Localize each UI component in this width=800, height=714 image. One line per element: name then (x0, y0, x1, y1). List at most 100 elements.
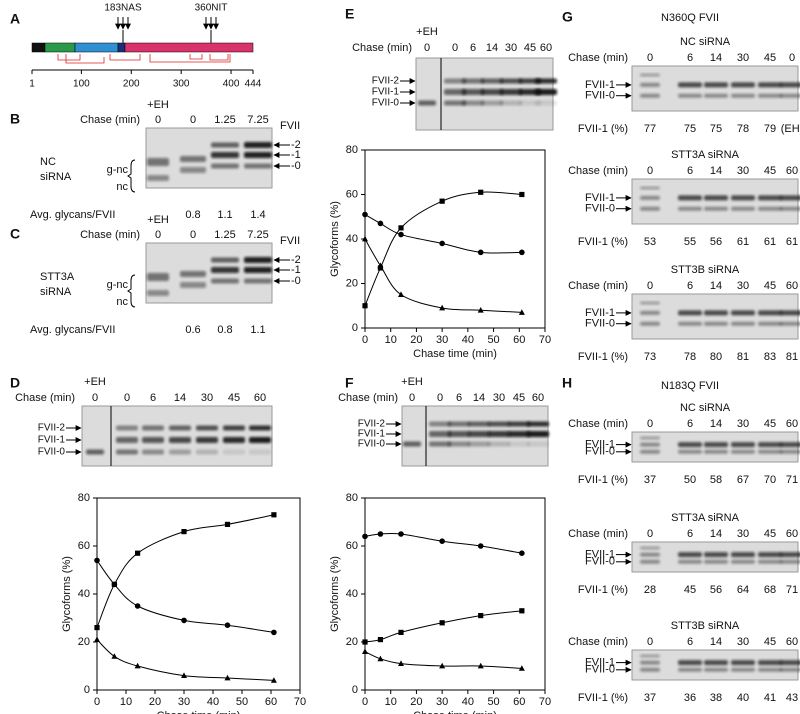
percent-label: FVII-1 (%) (578, 474, 628, 486)
lane-label: 14 (473, 392, 485, 404)
marker-triangle (134, 662, 141, 669)
lane-label: 60 (786, 528, 798, 540)
gel-band (758, 660, 782, 666)
lane-label: 45 (513, 392, 525, 404)
y-axis-title: Glycoforms (%) (61, 556, 73, 632)
form-label: nc (116, 181, 128, 193)
gel-band (640, 301, 660, 305)
marker-triangle (224, 674, 231, 681)
gel-band (640, 449, 660, 454)
gel-band (535, 89, 557, 95)
band-label: -0 (291, 160, 301, 172)
gel-band (500, 100, 522, 106)
gel-band (481, 89, 503, 95)
lane-label: 30 (493, 392, 505, 404)
panel-title: N360Q FVII (661, 12, 719, 24)
condition-label: STT3A (40, 271, 75, 283)
x-axis-title: Chase time (min) (413, 710, 497, 714)
domain (31, 42, 46, 53)
lane-label: 14 (710, 280, 722, 292)
gel-band (678, 206, 702, 211)
lane-label: 14 (710, 418, 722, 430)
gel-band (508, 431, 530, 437)
x-tick-label: 0 (362, 696, 368, 708)
marker-triangle (398, 291, 404, 298)
fit-curve (364, 651, 522, 669)
domain (117, 42, 126, 53)
gel-band (429, 441, 451, 447)
percent-value: 45 (684, 584, 696, 596)
gel-band (780, 667, 800, 672)
lane-label: 30 (737, 52, 749, 64)
gel-band (147, 290, 169, 296)
gel-band (462, 89, 484, 95)
blot-title: STT3B siRNA (671, 620, 740, 632)
lane-label: 45 (764, 280, 776, 292)
chase-label: Chase (min) (80, 229, 140, 241)
gel-band (731, 442, 755, 448)
gel-band (704, 82, 728, 88)
percent-value: 50 (684, 474, 696, 486)
gel-band (640, 321, 660, 326)
marker-triangle (362, 648, 368, 654)
y-tick-label: 20 (346, 636, 358, 648)
x-tick-label: 70 (539, 696, 551, 708)
lane-label: 45 (764, 165, 776, 177)
marker-square (135, 550, 141, 556)
x-tick-label: 40 (207, 696, 219, 708)
condition-label: NC (40, 156, 56, 168)
marker-circle (477, 249, 484, 256)
gel-band (640, 73, 660, 77)
blot-title: NC siRNA (680, 402, 731, 414)
band-label: FVII-0 (585, 318, 615, 330)
lane-label: 6 (150, 392, 156, 404)
marker-triangle (111, 653, 118, 659)
marker-triangle (398, 660, 404, 666)
gel-band (488, 441, 510, 447)
gel-band (462, 100, 484, 106)
gel-band (780, 82, 800, 88)
lane-label: 0 (155, 114, 161, 126)
ruler-tick-label: 400 (223, 79, 240, 90)
gel-band (468, 441, 490, 447)
gel-band (640, 195, 660, 200)
protein-label: FVII (280, 120, 300, 132)
y-tick-label: 40 (78, 588, 90, 600)
y-tick-label: 80 (346, 144, 358, 156)
x-tick-label: 10 (385, 334, 397, 346)
marker-circle (439, 240, 445, 247)
gel-band (169, 437, 191, 443)
glycosylation-site: 360NIT (195, 3, 228, 14)
gel-band (116, 449, 138, 455)
gel-band (758, 195, 782, 201)
percent-value: 71 (786, 584, 798, 596)
lane-label: 1.25 (214, 229, 235, 241)
gel-band (731, 310, 755, 316)
x-tick-label: 50 (487, 696, 499, 708)
y-tick-label: 40 (346, 233, 358, 245)
avg-value: 1.1 (217, 209, 232, 221)
gel (631, 293, 799, 340)
marker-square (94, 625, 100, 631)
percent-value: 61 (764, 236, 776, 248)
percent-label: FVII-1 (%) (578, 351, 628, 363)
gel-band (780, 321, 800, 326)
marker-circle (377, 531, 384, 537)
gel-band (731, 667, 755, 672)
protein-label: FVII (280, 235, 300, 247)
x-tick-label: 50 (236, 696, 248, 708)
gel-band (640, 442, 660, 447)
x-tick-label: 20 (149, 696, 161, 708)
gel-band (780, 310, 800, 316)
lane-label: 0 (647, 52, 653, 64)
gel-band (758, 442, 782, 448)
lane-label: 0 (124, 392, 130, 404)
plot-frame (364, 149, 546, 329)
gel-band (758, 449, 782, 454)
lane-label: 0 (647, 636, 653, 648)
band-label: FVII-2 (372, 76, 400, 87)
gel-band (211, 257, 239, 263)
lane-label: 14 (486, 42, 498, 54)
gel-band (444, 78, 466, 84)
percent-value: (EH) (781, 123, 800, 135)
